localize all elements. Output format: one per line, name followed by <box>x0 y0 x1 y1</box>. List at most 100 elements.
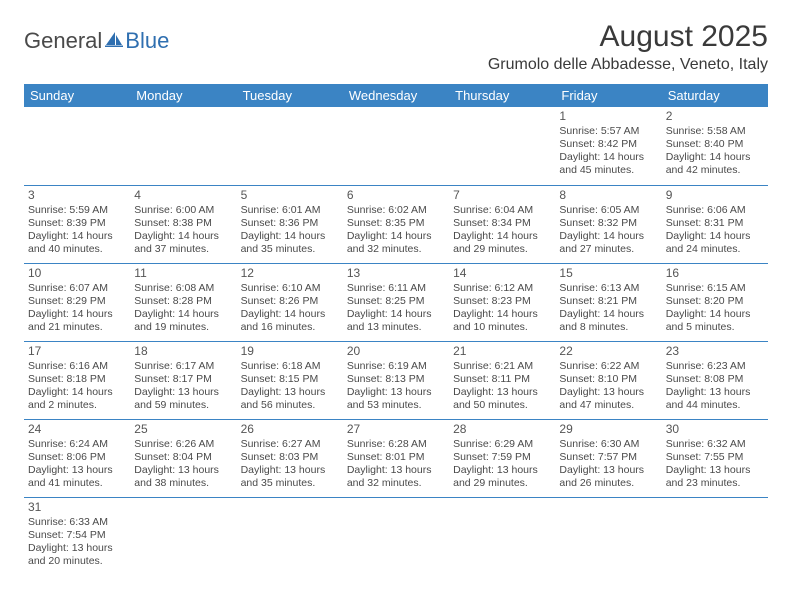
sunrise: Sunrise: 6:30 AM <box>559 438 657 451</box>
sunrise: Sunrise: 6:18 AM <box>241 360 339 373</box>
calendar-cell: 25Sunrise: 6:26 AMSunset: 8:04 PMDayligh… <box>130 419 236 497</box>
sunrise: Sunrise: 6:07 AM <box>28 282 126 295</box>
calendar-cell-empty <box>237 107 343 185</box>
calendar-cell: 12Sunrise: 6:10 AMSunset: 8:26 PMDayligh… <box>237 263 343 341</box>
day-header: Monday <box>130 84 236 107</box>
sunrise: Sunrise: 5:57 AM <box>559 125 657 138</box>
logo-text-1: General <box>24 28 102 54</box>
calendar-cell: 4Sunrise: 6:00 AMSunset: 8:38 PMDaylight… <box>130 185 236 263</box>
sail-icon <box>104 28 124 54</box>
sunrise: Sunrise: 6:15 AM <box>666 282 764 295</box>
sunrise: Sunrise: 6:08 AM <box>134 282 232 295</box>
daylight: Daylight: 14 hours <box>241 308 339 321</box>
sunset: Sunset: 8:21 PM <box>559 295 657 308</box>
calendar-cell-empty <box>449 107 555 185</box>
sunset: Sunset: 8:36 PM <box>241 217 339 230</box>
daylight: and 27 minutes. <box>559 243 657 256</box>
calendar-row: 10Sunrise: 6:07 AMSunset: 8:29 PMDayligh… <box>24 263 768 341</box>
day-number: 30 <box>666 422 764 437</box>
daylight: and 50 minutes. <box>453 399 551 412</box>
daylight: and 37 minutes. <box>134 243 232 256</box>
day-number: 31 <box>28 500 126 515</box>
calendar-cell: 28Sunrise: 6:29 AMSunset: 7:59 PMDayligh… <box>449 419 555 497</box>
sunset: Sunset: 8:11 PM <box>453 373 551 386</box>
sunrise: Sunrise: 6:13 AM <box>559 282 657 295</box>
daylight: and 35 minutes. <box>241 243 339 256</box>
day-number: 7 <box>453 188 551 203</box>
daylight: and 35 minutes. <box>241 477 339 490</box>
calendar-cell: 17Sunrise: 6:16 AMSunset: 8:18 PMDayligh… <box>24 341 130 419</box>
daylight: and 56 minutes. <box>241 399 339 412</box>
sunrise: Sunrise: 6:23 AM <box>666 360 764 373</box>
day-number: 10 <box>28 266 126 281</box>
calendar-cell: 19Sunrise: 6:18 AMSunset: 8:15 PMDayligh… <box>237 341 343 419</box>
day-number: 16 <box>666 266 764 281</box>
daylight: and 29 minutes. <box>453 243 551 256</box>
daylight: Daylight: 14 hours <box>241 230 339 243</box>
day-number: 11 <box>134 266 232 281</box>
day-number: 9 <box>666 188 764 203</box>
daylight: and 13 minutes. <box>347 321 445 334</box>
day-number: 2 <box>666 109 764 124</box>
daylight: Daylight: 13 hours <box>241 464 339 477</box>
daylight: and 20 minutes. <box>28 555 126 568</box>
sunset: Sunset: 8:38 PM <box>134 217 232 230</box>
daylight: Daylight: 13 hours <box>28 464 126 477</box>
calendar-cell-empty <box>343 497 449 575</box>
day-number: 22 <box>559 344 657 359</box>
sunrise: Sunrise: 6:29 AM <box>453 438 551 451</box>
sunset: Sunset: 8:13 PM <box>347 373 445 386</box>
daylight: Daylight: 13 hours <box>134 386 232 399</box>
sunrise: Sunrise: 6:00 AM <box>134 204 232 217</box>
calendar-cell: 8Sunrise: 6:05 AMSunset: 8:32 PMDaylight… <box>555 185 661 263</box>
daylight: Daylight: 14 hours <box>666 151 764 164</box>
daylight: Daylight: 14 hours <box>28 308 126 321</box>
day-number: 23 <box>666 344 764 359</box>
calendar-cell: 10Sunrise: 6:07 AMSunset: 8:29 PMDayligh… <box>24 263 130 341</box>
daylight: Daylight: 14 hours <box>666 230 764 243</box>
sunset: Sunset: 8:17 PM <box>134 373 232 386</box>
daylight: Daylight: 13 hours <box>28 542 126 555</box>
daylight: Daylight: 14 hours <box>453 308 551 321</box>
sunset: Sunset: 8:20 PM <box>666 295 764 308</box>
sunrise: Sunrise: 6:11 AM <box>347 282 445 295</box>
day-number: 4 <box>134 188 232 203</box>
sunset: Sunset: 8:08 PM <box>666 373 764 386</box>
daylight: Daylight: 14 hours <box>28 230 126 243</box>
day-header-row: SundayMondayTuesdayWednesdayThursdayFrid… <box>24 84 768 107</box>
sunrise: Sunrise: 6:33 AM <box>28 516 126 529</box>
calendar-cell: 11Sunrise: 6:08 AMSunset: 8:28 PMDayligh… <box>130 263 236 341</box>
daylight: Daylight: 13 hours <box>134 464 232 477</box>
sunrise: Sunrise: 6:05 AM <box>559 204 657 217</box>
day-number: 28 <box>453 422 551 437</box>
sunset: Sunset: 8:15 PM <box>241 373 339 386</box>
location: Grumolo delle Abbadesse, Veneto, Italy <box>488 56 768 74</box>
calendar-cell-empty <box>343 107 449 185</box>
calendar-cell: 22Sunrise: 6:22 AMSunset: 8:10 PMDayligh… <box>555 341 661 419</box>
calendar-cell: 9Sunrise: 6:06 AMSunset: 8:31 PMDaylight… <box>662 185 768 263</box>
sunrise: Sunrise: 6:19 AM <box>347 360 445 373</box>
sunset: Sunset: 8:04 PM <box>134 451 232 464</box>
calendar-row: 1Sunrise: 5:57 AMSunset: 8:42 PMDaylight… <box>24 107 768 185</box>
calendar-cell: 31Sunrise: 6:33 AMSunset: 7:54 PMDayligh… <box>24 497 130 575</box>
sunset: Sunset: 7:55 PM <box>666 451 764 464</box>
sunrise: Sunrise: 6:04 AM <box>453 204 551 217</box>
daylight: Daylight: 14 hours <box>134 308 232 321</box>
calendar-cell: 24Sunrise: 6:24 AMSunset: 8:06 PMDayligh… <box>24 419 130 497</box>
calendar-cell: 27Sunrise: 6:28 AMSunset: 8:01 PMDayligh… <box>343 419 449 497</box>
daylight: and 59 minutes. <box>134 399 232 412</box>
daylight: Daylight: 13 hours <box>347 464 445 477</box>
sunset: Sunset: 8:32 PM <box>559 217 657 230</box>
calendar-cell-empty <box>662 497 768 575</box>
day-number: 29 <box>559 422 657 437</box>
calendar-cell: 18Sunrise: 6:17 AMSunset: 8:17 PMDayligh… <box>130 341 236 419</box>
daylight: and 29 minutes. <box>453 477 551 490</box>
daylight: Daylight: 14 hours <box>347 308 445 321</box>
calendar-row: 31Sunrise: 6:33 AMSunset: 7:54 PMDayligh… <box>24 497 768 575</box>
sunset: Sunset: 8:25 PM <box>347 295 445 308</box>
daylight: and 32 minutes. <box>347 243 445 256</box>
daylight: and 21 minutes. <box>28 321 126 334</box>
sunset: Sunset: 8:31 PM <box>666 217 764 230</box>
daylight: and 23 minutes. <box>666 477 764 490</box>
day-header: Wednesday <box>343 84 449 107</box>
